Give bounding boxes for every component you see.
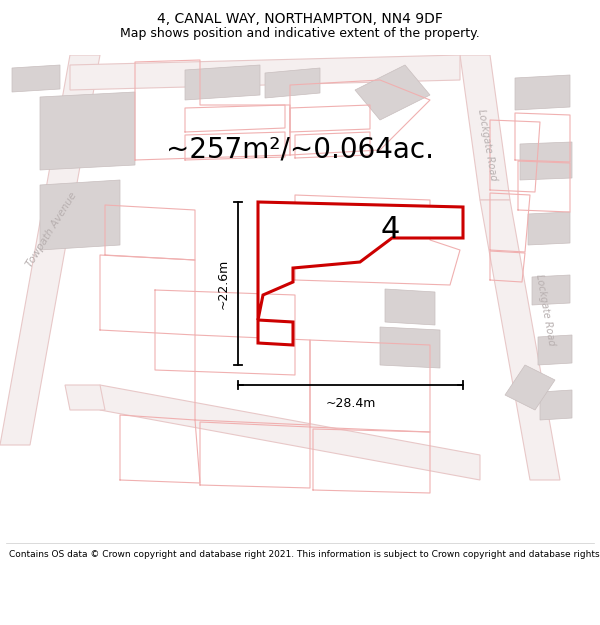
Polygon shape (40, 180, 120, 250)
Text: ~28.4m: ~28.4m (325, 397, 376, 410)
Text: Lockgate Road: Lockgate Road (476, 108, 498, 182)
Polygon shape (505, 365, 555, 410)
Polygon shape (265, 68, 320, 98)
Polygon shape (65, 385, 105, 410)
Polygon shape (515, 75, 570, 110)
Text: 4, CANAL WAY, NORTHAMPTON, NN4 9DF: 4, CANAL WAY, NORTHAMPTON, NN4 9DF (157, 12, 443, 26)
Polygon shape (40, 92, 135, 170)
Polygon shape (185, 65, 260, 100)
Polygon shape (528, 212, 570, 245)
Polygon shape (380, 327, 440, 368)
Text: ~257m²/~0.064ac.: ~257m²/~0.064ac. (166, 136, 434, 164)
Polygon shape (460, 55, 510, 200)
Polygon shape (540, 390, 572, 420)
Polygon shape (538, 335, 572, 365)
Polygon shape (0, 55, 100, 445)
Text: 4: 4 (380, 216, 400, 244)
Polygon shape (70, 55, 460, 90)
Polygon shape (520, 142, 572, 180)
Polygon shape (258, 202, 463, 320)
Polygon shape (532, 275, 570, 305)
Text: Lockgate Road: Lockgate Road (534, 273, 556, 347)
Text: Towpath Avenue: Towpath Avenue (25, 191, 79, 269)
Polygon shape (385, 289, 435, 325)
Text: Map shows position and indicative extent of the property.: Map shows position and indicative extent… (120, 27, 480, 39)
Polygon shape (480, 200, 560, 480)
Polygon shape (355, 65, 430, 120)
Polygon shape (12, 65, 60, 92)
Polygon shape (258, 320, 293, 345)
Text: Contains OS data © Crown copyright and database right 2021. This information is : Contains OS data © Crown copyright and d… (9, 550, 600, 559)
Text: ~22.6m: ~22.6m (217, 258, 230, 309)
Polygon shape (100, 385, 480, 480)
